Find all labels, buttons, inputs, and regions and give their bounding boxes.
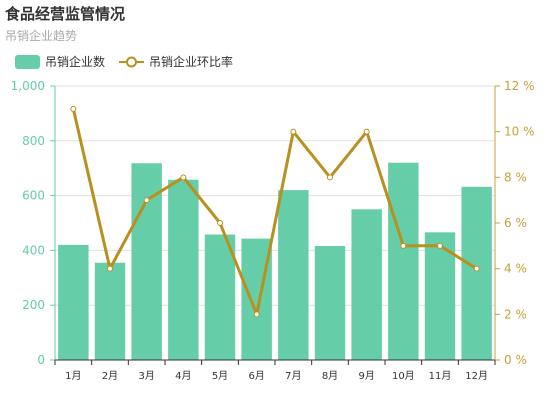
line-point-9月 bbox=[363, 128, 370, 135]
legend-bar-label: 吊销企业数 bbox=[45, 55, 106, 69]
right-axis-tick-label: 2 % bbox=[504, 307, 527, 321]
x-axis-tick-label: 11月 bbox=[429, 370, 452, 382]
x-axis-tick-label: 9月 bbox=[358, 370, 374, 382]
bar-2月 bbox=[94, 262, 126, 360]
bar-10月 bbox=[388, 162, 419, 360]
legend-bar-swatch bbox=[15, 54, 40, 69]
left-axis-tick-label: 1,000 bbox=[11, 79, 45, 93]
line-series-path bbox=[71, 108, 478, 316]
right-axis-tick-label: 6 % bbox=[504, 216, 527, 230]
bar-3月 bbox=[131, 163, 162, 360]
bar-9月 bbox=[351, 209, 382, 360]
bar-7月 bbox=[278, 190, 309, 360]
x-axis-tick-label: 10月 bbox=[392, 370, 415, 382]
bar-12月 bbox=[461, 186, 492, 360]
chart-title: 食品经营监管情况 bbox=[5, 5, 126, 23]
legend-line-swatch bbox=[119, 56, 145, 67]
x-axis-tick-label: 12月 bbox=[465, 370, 488, 382]
left-axis-tick-label: 400 bbox=[22, 243, 45, 257]
line-point-4月 bbox=[180, 174, 187, 181]
line-point-5月 bbox=[217, 220, 223, 226]
right-axis-tick-label: 10 % bbox=[504, 125, 535, 139]
line-point-8月 bbox=[327, 174, 333, 181]
bar-5月 bbox=[204, 234, 236, 360]
x-axis-tick-label: 3月 bbox=[138, 370, 154, 382]
x-axis-tick-label: 1月 bbox=[65, 370, 81, 382]
left-axis-tick-label: 200 bbox=[22, 298, 45, 312]
line-point-1月 bbox=[70, 105, 77, 112]
x-axis-tick-label: 8月 bbox=[322, 370, 338, 382]
legend-item-bar[interactable]: 吊销企业数 bbox=[15, 53, 105, 70]
line-point-12月 bbox=[473, 265, 480, 272]
x-axis-tick-label: 4月 bbox=[175, 370, 191, 382]
right-axis-tick-label: 0 % bbox=[504, 353, 527, 367]
line-point-10月 bbox=[400, 242, 407, 249]
x-axis-tick-label: 5月 bbox=[212, 370, 228, 382]
left-axis-tick-label: 0 bbox=[37, 353, 45, 367]
bar-8月 bbox=[314, 246, 346, 360]
left-axis-tick-label: 800 bbox=[22, 134, 45, 148]
legend-line-label: 吊销企业环比率 bbox=[149, 55, 234, 69]
bar-1月 bbox=[58, 244, 89, 360]
x-axis-tick-label: 6月 bbox=[248, 370, 264, 382]
line-point-7月 bbox=[290, 128, 297, 135]
x-axis-tick-label: 2月 bbox=[102, 370, 118, 382]
x-axis-tick-label: 7月 bbox=[285, 370, 301, 382]
chart-subtitle: 吊销企业趋势 bbox=[5, 29, 78, 43]
right-axis-tick-label: 4 % bbox=[504, 262, 527, 276]
line-point-11月 bbox=[437, 242, 443, 249]
bar-4月 bbox=[168, 179, 199, 360]
right-axis-tick-label: 8 % bbox=[504, 170, 527, 184]
legend-item-line[interactable]: 吊销企业环比率 bbox=[119, 53, 233, 70]
left-axis-tick-label: 600 bbox=[22, 189, 45, 203]
legend-line-marker bbox=[126, 56, 138, 67]
legend: 吊销企业数 吊销企业环比率 bbox=[15, 53, 247, 70]
line-point-3月 bbox=[143, 197, 150, 204]
line-point-6月 bbox=[253, 311, 260, 318]
right-axis-tick-label: 12 % bbox=[504, 79, 535, 93]
line-point-2月 bbox=[107, 265, 113, 272]
